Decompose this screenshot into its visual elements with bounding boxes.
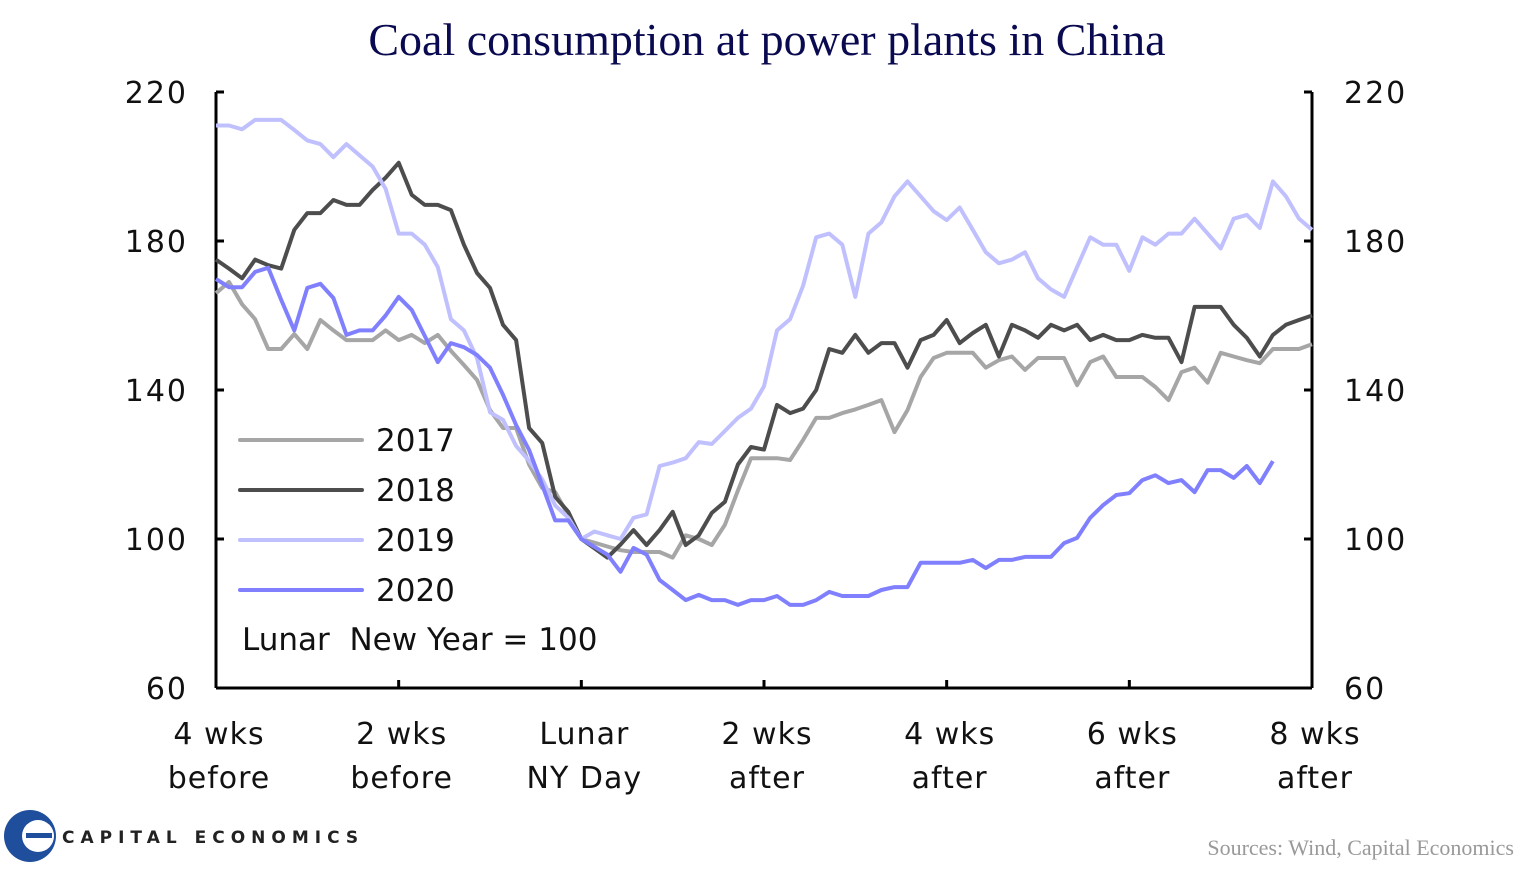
series-line-2019: [216, 117, 1314, 541]
x-tick-label: Lunar: [539, 717, 629, 752]
series-lines: [214, 117, 1314, 607]
y-tick-label-left: 100: [125, 523, 188, 558]
x-tick-label: after: [1094, 761, 1170, 796]
logo-text: CAPITAL ECONOMICS: [62, 828, 364, 848]
legend-label-2020: 2020: [376, 573, 455, 609]
x-tick-label: after: [912, 761, 988, 796]
x-tick-label: before: [350, 761, 453, 796]
x-tick-label: 2 wks: [721, 717, 812, 752]
series-line-2020: [214, 265, 1275, 607]
y-tick-label-left: 220: [125, 76, 188, 111]
series-line-2018: [214, 160, 1313, 560]
y-tick-label-right: 220: [1344, 76, 1407, 111]
annotation-lny-100: Lunar New Year = 100: [242, 622, 597, 658]
chart-title: Coal consumption at power plants in Chin…: [368, 14, 1165, 65]
legend: 2017 2018 2019 2020: [238, 423, 455, 609]
x-tick-label: 2 wks: [356, 717, 447, 752]
series-line-2017: [214, 280, 1313, 560]
x-tick-label: 4 wks: [173, 717, 264, 752]
x-tick-label: 6 wks: [1087, 717, 1178, 752]
legend-label-2019: 2019: [376, 523, 455, 559]
x-tick-label: after: [729, 761, 805, 796]
x-tick-label: before: [168, 761, 271, 796]
sources-note: Sources: Wind, Capital Economics: [1207, 835, 1514, 860]
x-tick-label: after: [1277, 761, 1353, 796]
y-tick-label-right: 140: [1344, 374, 1407, 409]
legend-label-2017: 2017: [376, 423, 455, 459]
y-tick-label-right: 100: [1344, 523, 1407, 558]
y-tick-label-left: 60: [146, 672, 188, 707]
y-tick-label-right: 180: [1344, 225, 1407, 260]
legend-label-2018: 2018: [376, 473, 455, 509]
x-tick-label: 4 wks: [904, 717, 995, 752]
y-tick-label-left: 180: [125, 225, 188, 260]
x-tick-label: NY Day: [527, 761, 643, 796]
y-tick-label-left: 140: [125, 374, 188, 409]
x-tick-label: 8 wks: [1269, 717, 1360, 752]
y-tick-label-right: 60: [1344, 672, 1386, 707]
capital-economics-logo: CAPITAL ECONOMICS: [4, 810, 364, 862]
axes: 60 60 100 100 140 140 180 180 220 220 4 wks before 2…: [125, 76, 1407, 796]
